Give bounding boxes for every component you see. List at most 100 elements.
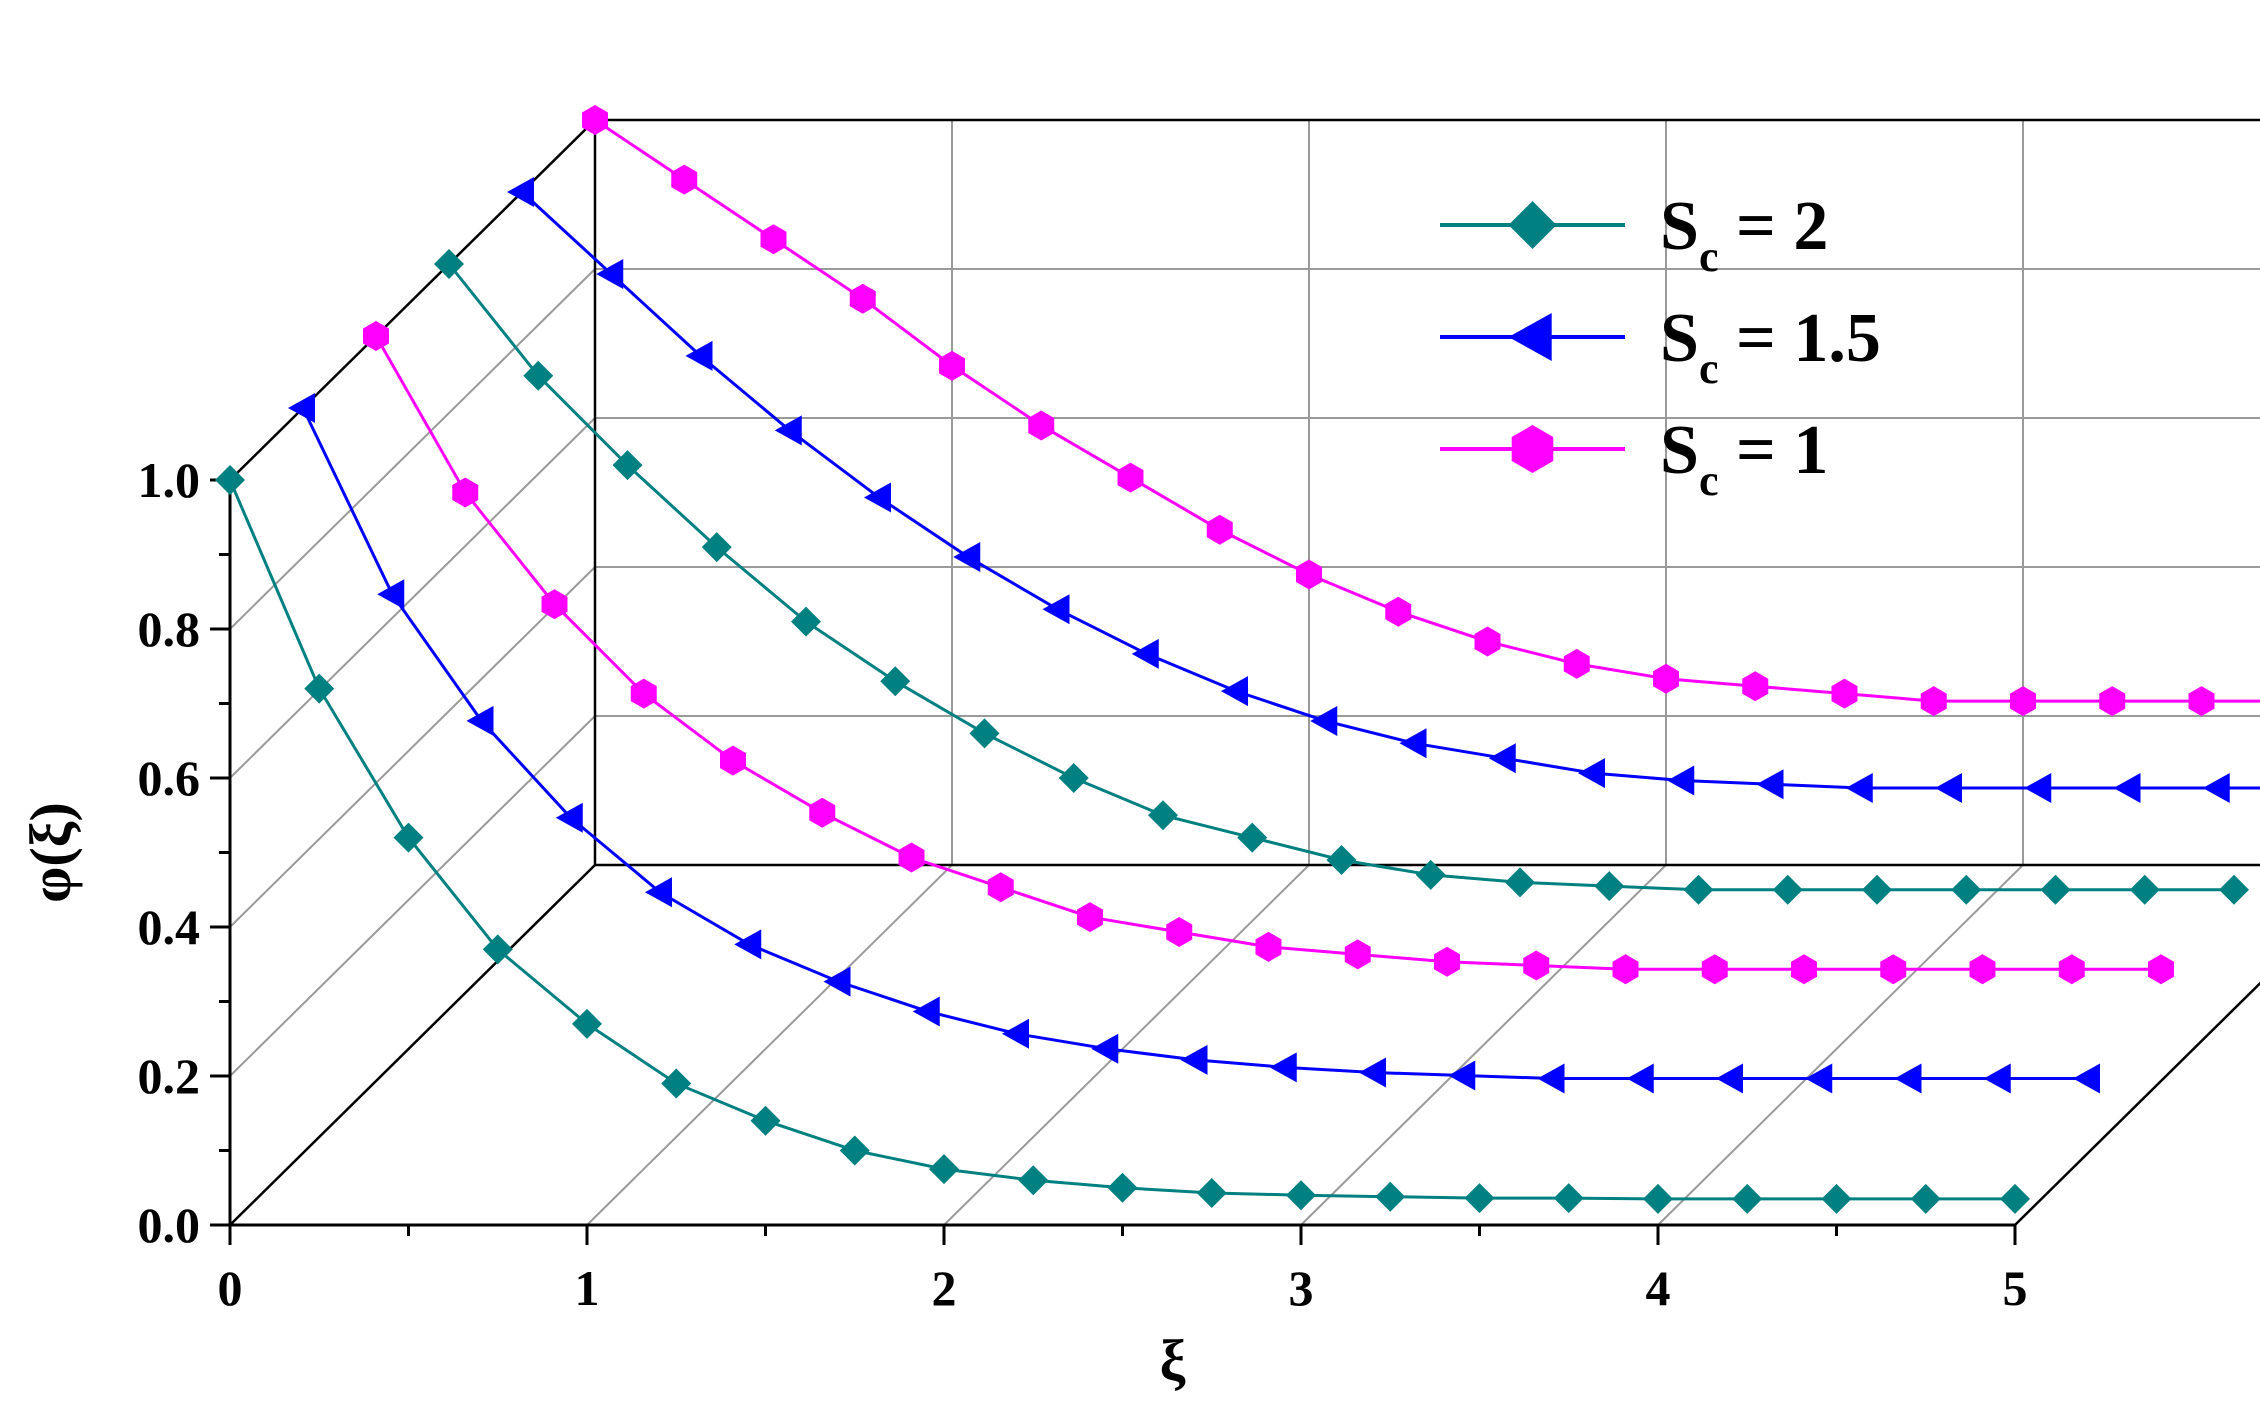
x-tick-label: 5 bbox=[2003, 1260, 2028, 1316]
legend-label-rest: = 2 bbox=[1718, 188, 1828, 265]
data-point bbox=[582, 105, 608, 135]
data-point bbox=[791, 606, 821, 637]
data-point bbox=[880, 666, 911, 697]
data-point bbox=[2188, 686, 2215, 717]
data-point bbox=[1612, 954, 1639, 985]
data-point bbox=[1058, 763, 1089, 794]
legend-label: Sc = 1 bbox=[1660, 412, 1828, 505]
data-point bbox=[1716, 1063, 1743, 1094]
data-point bbox=[1880, 954, 1907, 985]
data-point bbox=[1667, 765, 1695, 796]
data-point bbox=[1206, 514, 1233, 545]
x-tick-label: 0 bbox=[218, 1260, 243, 1316]
series-line bbox=[594, 118, 2260, 703]
data-point bbox=[734, 929, 762, 960]
frame-edge bbox=[229, 119, 596, 481]
data-point bbox=[1180, 1044, 1208, 1075]
data-point bbox=[839, 1135, 870, 1166]
data-point bbox=[1448, 1060, 1476, 1091]
data-point bbox=[849, 283, 876, 314]
side-wall-grid bbox=[229, 715, 596, 1077]
y-tick-label: 0.6 bbox=[138, 750, 201, 806]
data-point bbox=[482, 934, 513, 965]
data-point bbox=[466, 705, 494, 736]
data-point bbox=[1269, 1052, 1297, 1083]
data-point bbox=[1399, 728, 1427, 759]
data-point bbox=[304, 673, 335, 704]
data-point bbox=[1653, 663, 1679, 694]
data-point bbox=[1221, 676, 1248, 707]
data-point bbox=[864, 482, 891, 513]
legend-label-main: S bbox=[1660, 412, 1699, 489]
data-point bbox=[2113, 773, 2141, 803]
data-point bbox=[363, 321, 389, 351]
data-point bbox=[1002, 1018, 1029, 1049]
y-tick-label: 1.0 bbox=[138, 452, 201, 508]
data-point bbox=[1359, 1057, 1386, 1088]
x-tick-label: 2 bbox=[932, 1260, 957, 1316]
legend-label-rest: = 1 bbox=[1718, 412, 1828, 489]
data-point bbox=[572, 1008, 602, 1039]
data-point bbox=[1117, 462, 1144, 493]
frame-edge bbox=[2014, 981, 2260, 1226]
data-point bbox=[630, 678, 657, 709]
data-point bbox=[1375, 1181, 1406, 1212]
data-point bbox=[1845, 773, 1873, 803]
data-point bbox=[1474, 626, 1501, 657]
data-point bbox=[377, 579, 405, 610]
legend-marker bbox=[1508, 313, 1552, 361]
legend-marker bbox=[1508, 201, 1557, 249]
data-point bbox=[2010, 686, 2036, 717]
data-point bbox=[393, 822, 424, 853]
data-point bbox=[1505, 867, 1535, 898]
data-point bbox=[809, 797, 836, 828]
data-point bbox=[434, 249, 464, 279]
data-point bbox=[1077, 902, 1103, 933]
data-point bbox=[1326, 845, 1357, 875]
data-point bbox=[1091, 1033, 1119, 1064]
data-point bbox=[1148, 800, 1178, 831]
data-point bbox=[1415, 859, 1446, 890]
series-triangle-left-depth-1 bbox=[288, 393, 2100, 1094]
data-point bbox=[1131, 638, 1159, 669]
floor-grid bbox=[1657, 864, 2024, 1226]
legend-label-main: S bbox=[1660, 300, 1699, 377]
data-point bbox=[1920, 686, 1947, 717]
data-point bbox=[1018, 1165, 1049, 1196]
y-tick-label: 0.8 bbox=[138, 601, 201, 657]
data-point bbox=[1237, 822, 1268, 853]
legend-label-rest: = 1.5 bbox=[1718, 300, 1880, 377]
data-point bbox=[1756, 769, 1784, 800]
axes-layer: 0 1 2 3 4 5 0.0 0.2 0.4 0.6 0.8 1.0 bbox=[138, 118, 2260, 1316]
data-point bbox=[1831, 678, 1858, 709]
series-triangle-left-depth-4 bbox=[507, 177, 2260, 803]
data-point bbox=[1894, 1063, 1922, 1094]
data-point bbox=[774, 415, 802, 446]
data-point bbox=[1910, 1183, 1941, 1214]
data-point bbox=[1791, 954, 1817, 985]
grid-layer bbox=[229, 119, 2260, 1226]
data-point bbox=[1385, 596, 1412, 627]
data-point bbox=[898, 842, 925, 873]
data-point bbox=[953, 542, 981, 573]
data-point bbox=[1434, 946, 1460, 977]
data-point bbox=[2000, 1183, 2030, 1214]
side-wall-grid bbox=[229, 566, 596, 928]
data-point bbox=[215, 465, 245, 495]
data-point bbox=[507, 177, 534, 207]
x-tick-label: 1 bbox=[575, 1260, 600, 1316]
data-point bbox=[612, 450, 643, 481]
data-point bbox=[661, 1068, 692, 1099]
data-point bbox=[2024, 773, 2052, 803]
legend-label: Sc = 2 bbox=[1660, 188, 1828, 281]
data-point bbox=[596, 258, 624, 289]
data-point bbox=[750, 1105, 781, 1136]
data-point bbox=[720, 745, 746, 776]
data-point bbox=[1344, 939, 1371, 970]
data-point bbox=[939, 350, 965, 381]
series-layer bbox=[215, 105, 2260, 1214]
legend: Sc = 2Sc = 1.5Sc = 1 bbox=[1440, 188, 1881, 505]
floor-grid bbox=[586, 864, 953, 1226]
y-tick-label: 0.2 bbox=[138, 1048, 201, 1104]
data-point bbox=[2040, 874, 2071, 905]
